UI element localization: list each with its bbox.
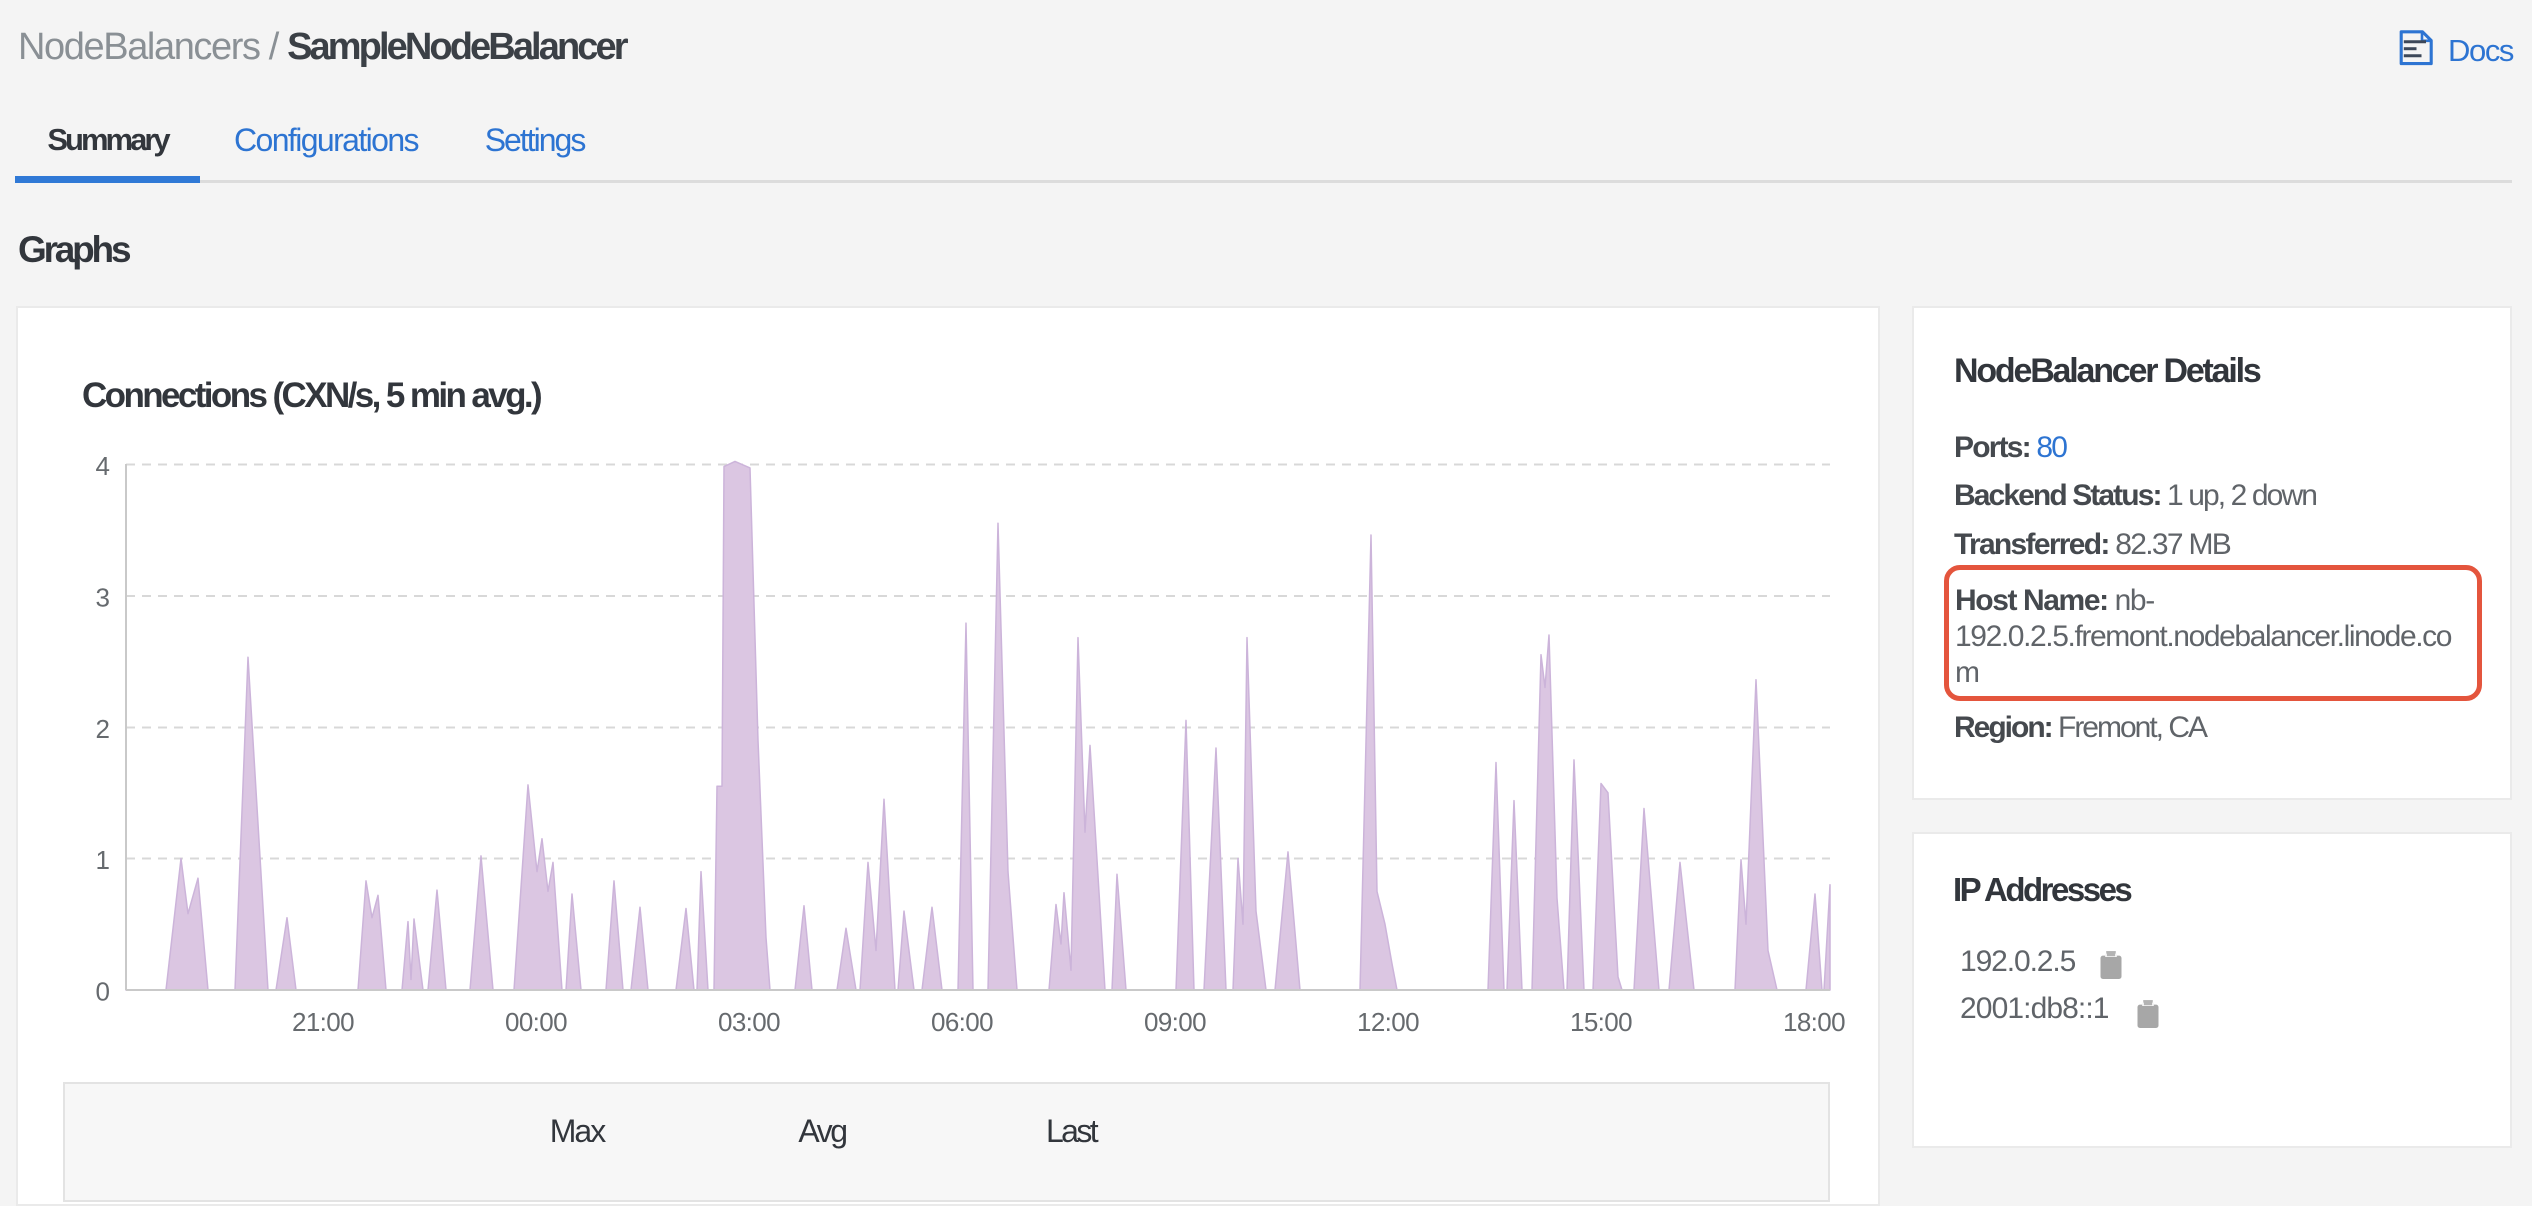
svg-text:2: 2 [96, 714, 110, 744]
svg-text:21:00: 21:00 [292, 1007, 354, 1037]
svg-text:18:00: 18:00 [1783, 1007, 1845, 1037]
svg-text:03:00: 03:00 [718, 1007, 780, 1037]
svg-text:00:00: 00:00 [505, 1007, 567, 1037]
svg-text:06:00: 06:00 [931, 1007, 993, 1037]
svg-text:0: 0 [96, 977, 110, 1007]
svg-text:12:00: 12:00 [1357, 1007, 1419, 1037]
svg-text:15:00: 15:00 [1570, 1007, 1632, 1037]
svg-text:09:00: 09:00 [1144, 1007, 1206, 1037]
svg-text:3: 3 [96, 583, 110, 613]
svg-text:1: 1 [96, 845, 110, 875]
svg-text:4: 4 [96, 451, 110, 481]
